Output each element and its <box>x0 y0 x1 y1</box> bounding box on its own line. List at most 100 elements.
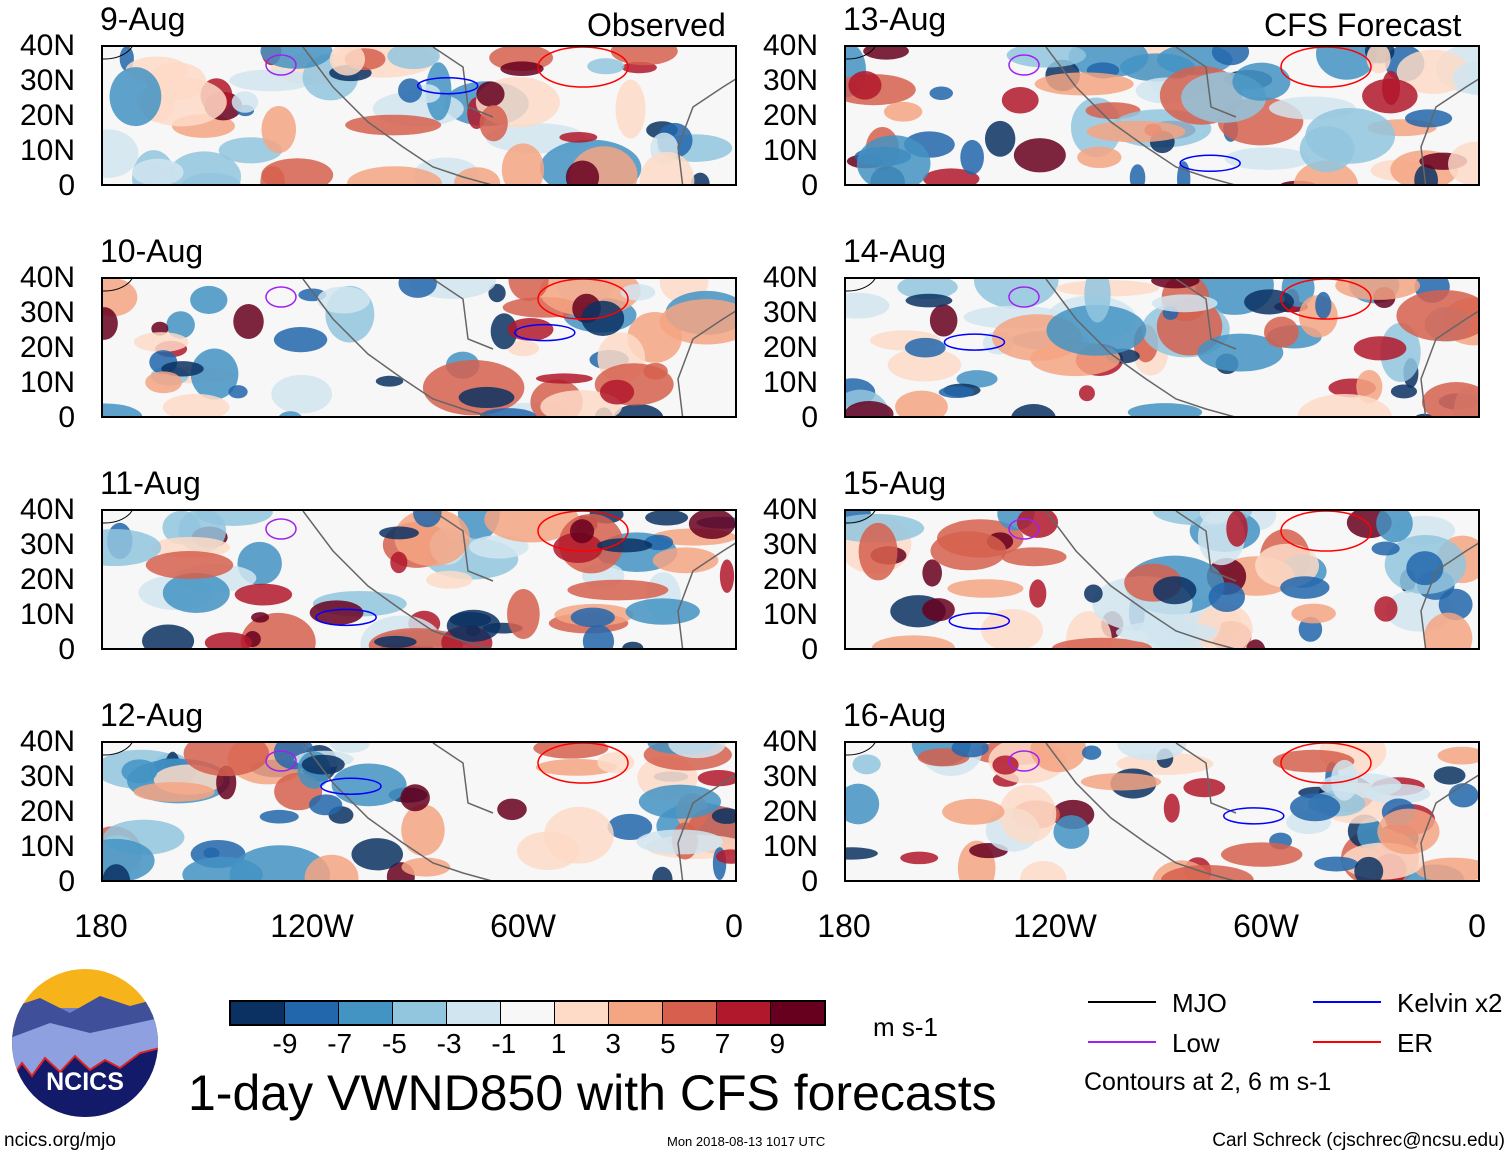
colorbar-tick-label: 5 <box>660 1028 676 1059</box>
kelvin-contour <box>416 76 479 95</box>
anomaly-shading <box>203 847 220 859</box>
y-tick-label: 10N <box>762 830 818 863</box>
anomaly-shading <box>458 386 515 409</box>
anomaly-shading <box>1211 47 1250 66</box>
x-tick-label: 0 <box>725 908 743 944</box>
anomaly-shading <box>488 283 506 303</box>
low-contour <box>265 54 297 76</box>
anomaly-shading <box>711 808 735 824</box>
anomaly-shading <box>922 598 955 622</box>
colorbar-swatch <box>555 1002 609 1024</box>
anomaly-shading <box>846 783 880 825</box>
anomaly-shading <box>942 798 1005 825</box>
anomaly-shading <box>565 160 600 184</box>
anomaly-shading <box>581 300 625 336</box>
anomaly-shading <box>1115 621 1218 644</box>
anomaly-shading <box>454 167 501 184</box>
anomaly-shading <box>145 371 183 394</box>
anomaly-shading <box>645 511 689 526</box>
y-tick-label: 20N <box>19 795 75 828</box>
anomaly-shading <box>582 625 615 648</box>
anomaly-shading <box>852 754 881 775</box>
colorbar-tick-label: -5 <box>381 1028 407 1059</box>
anomaly-shading <box>103 129 139 178</box>
anomaly-shading <box>929 304 958 337</box>
anomaly-shading <box>570 607 615 628</box>
mjo-contour <box>846 511 876 524</box>
coastline <box>302 511 735 648</box>
anomaly-shading <box>121 759 158 784</box>
x-tick-label: 120W <box>270 908 354 944</box>
map-panel <box>101 509 737 650</box>
anomaly-shading <box>398 279 437 298</box>
mjo-contour <box>103 511 133 524</box>
low-contour <box>265 750 297 772</box>
anomaly-shading <box>304 854 359 880</box>
anomaly-shading <box>719 559 735 593</box>
anomaly-shading <box>1448 783 1478 808</box>
anomaly-shading <box>620 283 656 301</box>
anomaly-shading <box>905 293 953 308</box>
anomaly-shading <box>133 782 215 802</box>
anomaly-shading <box>900 851 939 865</box>
mjo-contour <box>103 279 133 292</box>
anomaly-shading <box>134 332 189 353</box>
anomaly-shading <box>1415 413 1433 416</box>
anomaly-shading <box>1081 745 1102 760</box>
anomaly-shading <box>279 411 302 416</box>
anomaly-shading <box>947 579 1024 598</box>
colorbar-swatch <box>285 1002 339 1024</box>
colorbar-swatch <box>501 1002 555 1024</box>
anomaly-shading <box>1208 582 1246 612</box>
anomaly-shading <box>1406 551 1444 586</box>
anomaly-shading <box>597 752 635 774</box>
anomaly-shading <box>1396 49 1470 94</box>
colorbar-swatch <box>339 1002 393 1024</box>
y-tick-label: 0 <box>801 401 818 434</box>
legend-label: MJO <box>1172 988 1227 1018</box>
anomaly-shading <box>984 120 1016 157</box>
anomaly-shading <box>1421 382 1478 416</box>
anomaly-shading <box>956 370 998 388</box>
source-url[interactable]: ncics.org/mjo <box>4 1130 116 1151</box>
anomaly-shading <box>422 360 525 416</box>
kelvin-contour <box>943 333 1006 351</box>
anomaly-shading <box>904 337 946 358</box>
anomaly-shading <box>398 78 423 103</box>
colorbar-swatch <box>663 1002 717 1024</box>
legend-line-mjo <box>1088 1001 1156 1003</box>
y-tick-label: 0 <box>801 633 818 666</box>
anomaly-shading <box>636 829 724 855</box>
legend-line-low <box>1088 1041 1156 1043</box>
anomaly-shading <box>613 403 664 416</box>
y-tick-label: 20N <box>762 99 818 132</box>
anomaly-shading <box>345 114 442 136</box>
anomaly-shading <box>301 754 345 775</box>
anomaly-shading <box>929 86 953 100</box>
map-panel <box>844 277 1480 418</box>
anomaly-shading <box>1291 603 1336 624</box>
anomaly-shading <box>500 61 544 77</box>
anomaly-shading <box>992 755 1019 775</box>
anomaly-shading <box>317 286 370 314</box>
y-tick-label: 20N <box>762 563 818 596</box>
coastline <box>302 47 735 184</box>
anomaly-shading <box>271 374 333 414</box>
anomaly-shading <box>1362 78 1418 114</box>
panel-date-label: 9-Aug <box>100 1 186 37</box>
er-contour <box>537 279 629 320</box>
legend-line-er <box>1313 1041 1381 1043</box>
anomaly-shading <box>1263 316 1299 348</box>
y-tick-label: 10N <box>19 366 75 399</box>
anomaly-shading <box>446 609 501 642</box>
anomaly-shading <box>387 47 440 70</box>
ncics-logo: NCICS <box>10 968 160 1118</box>
kelvin-contour <box>315 608 377 627</box>
anomaly-shading <box>190 348 239 400</box>
low-contour <box>265 286 297 308</box>
anomaly-shading <box>400 784 430 812</box>
y-tick-label: 20N <box>19 563 75 596</box>
coastline <box>1045 743 1478 880</box>
anomaly-shading <box>690 172 710 184</box>
low-contour <box>1008 518 1040 540</box>
